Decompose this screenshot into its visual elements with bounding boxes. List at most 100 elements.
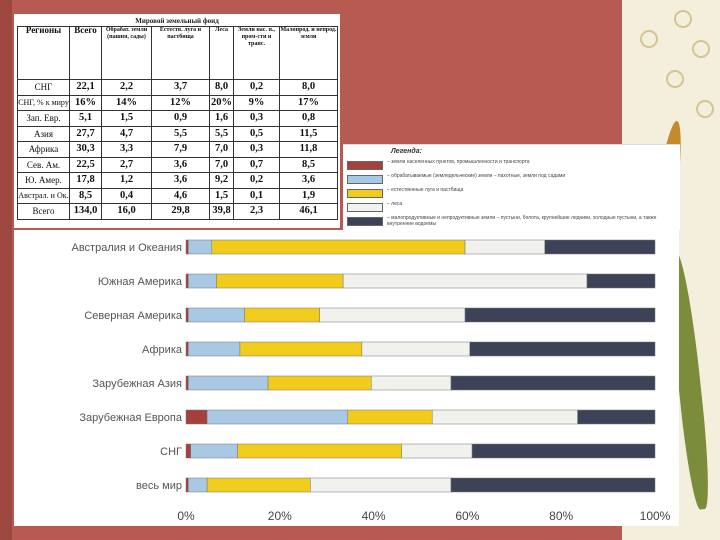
bar-segment [267,375,372,391]
value-cell: 2,3 [233,203,280,220]
value-cell: 17,8 [69,172,102,189]
table-row: Африка 30,3 3,3 7,9 7,0 0,3 11,8 [17,141,338,158]
value-cell: 3,3 [101,141,152,158]
value-cell: 0,3 [233,141,280,158]
value-cell: 14% [101,94,152,111]
bar-segment [185,443,191,459]
bar-segment [188,341,241,357]
bar-segment [185,409,208,425]
value-cell: 27,7 [69,125,102,142]
bar-segment [188,239,213,255]
flower-decoration [640,30,658,48]
x-tick-label: 60% [455,509,479,523]
category-label: Африка [142,344,183,356]
bar-segment [188,375,269,391]
value-cell: 0,8 [279,110,338,127]
bar-segment [239,341,363,357]
land-use-chart: Австралия и Океания Южная Америка Северная… [14,230,679,526]
legend-swatch [347,203,383,212]
flower-decoration [666,70,684,88]
legend-title: Легенда: [391,148,422,155]
value-cell: 1,6 [209,110,234,127]
x-tick-label: 20% [268,509,292,523]
x-tick-label: 100% [640,509,671,523]
x-tick-label: 80% [549,509,573,523]
value-cell: 5,5 [209,125,234,142]
value-cell: 8,5 [279,156,338,173]
value-cell: 0,4 [101,187,152,204]
value-cell: 39,8 [209,203,234,220]
bar-segment [188,477,208,493]
value-cell: 46,1 [279,203,338,220]
legend-item: – малопродуктивные и непродуктивные земл… [347,215,677,227]
value-cell: 11,8 [279,141,338,158]
bar-segment [206,477,311,493]
bar-segment [544,239,656,255]
region-cell: СНГ [17,79,70,96]
bar-segment [188,307,245,323]
value-cell: 0,2 [233,79,280,96]
bar-segment [185,273,189,289]
category-label: Зарубежная Азия [92,378,182,390]
bar-segment [586,273,656,289]
region-cell: Ю. Амер. [17,172,70,189]
flower-decoration [696,100,714,118]
bar-segment [185,239,189,255]
legend-label: – обрабатываемые (земледельческие) земли… [387,173,566,179]
bar-segment [342,273,588,289]
bar-segment [361,341,470,357]
bar-segment [185,341,189,357]
legend-swatch [347,175,383,184]
legend-label: – естественные луга и пастбища [387,187,464,193]
value-cell: 12% [151,94,210,111]
region-cell: Азия [17,125,70,142]
region-cell: Зап. Евр. [17,110,70,127]
land-fund-table: Регионы Всего Обрабат. земли (пашня, сад… [17,26,338,220]
category-label: Австралия и Океания [71,242,182,254]
value-cell: 29,8 [151,203,210,220]
value-cell: 3,6 [279,172,338,189]
value-cell: 0,7 [233,156,280,173]
bar-segment [464,307,656,323]
bar-segment [185,477,189,493]
table-header-row: Регионы Всего Обрабат. земли (пашня, сад… [17,26,338,80]
value-cell: 20% [209,94,234,111]
category-label: весь мир [136,480,182,492]
value-cell: 5,5 [151,125,210,142]
header-cell: Малопрод. и непрод. земли [279,26,338,80]
region-cell: Сев. Ам. [17,156,70,173]
region-cell: Австрал. и Ок. [17,187,70,204]
table-row: Азия 27,7 4,7 5,5 5,5 0,5 11,5 [17,125,338,142]
value-cell: 0,2 [233,172,280,189]
value-cell: 0,5 [233,125,280,142]
stacked-bar-chart: Австралия и Океания Южная Америка Северная… [71,239,671,523]
bar-segment [185,375,189,391]
bar-segment [431,409,578,425]
value-cell: 1,2 [101,172,152,189]
region-cell: Африка [17,141,70,158]
legend-item: – земли населенных пунктов, промышленнос… [347,159,677,171]
table-row: Зап. Евр. 5,1 1,5 0,9 1,6 0,3 0,8 [17,110,338,127]
table-row: Ю. Амер. 17,8 1,2 3,6 9,2 0,2 3,6 [17,172,338,189]
region-cell: СНГ, % к миру [17,94,70,111]
bar-segment [188,273,217,289]
x-tick-label: 0% [177,509,195,523]
bar-segment [450,375,656,391]
value-cell: 8,5 [69,187,102,204]
bar-segment [206,409,349,425]
bar-segment [244,307,320,323]
value-cell: 11,5 [279,125,338,142]
table-row: Всего 134,0 16,0 29,8 39,8 2,3 46,1 [17,203,338,220]
bar-segment [450,477,656,493]
value-cell: 3,7 [151,79,210,96]
value-cell: 1,5 [209,187,234,204]
flower-decoration [692,40,710,58]
value-cell: 22,1 [69,79,102,96]
bar-segment [577,409,656,425]
legend-item: – обрабатываемые (земледельческие) земли… [347,173,677,185]
value-cell: 4,6 [151,187,210,204]
bar-segment [190,443,238,459]
value-cell: 7,0 [209,141,234,158]
value-cell: 9,2 [209,172,234,189]
bar-segment [471,443,656,459]
